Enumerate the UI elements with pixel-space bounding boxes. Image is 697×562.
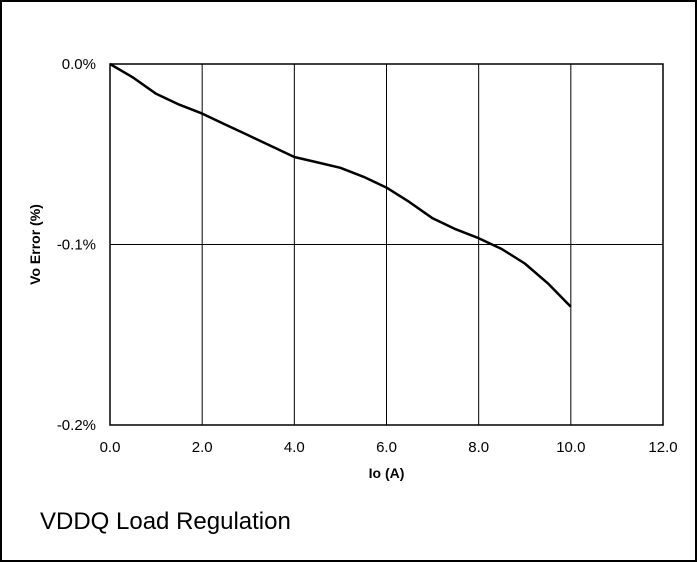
- y-tick-labels: 0.0% -0.1% -0.2%: [57, 56, 96, 434]
- y-axis-label: Vo Error (%): [27, 204, 43, 285]
- y-tick-label: -0.1%: [57, 237, 96, 254]
- y-tick-label: -0.2%: [57, 417, 96, 434]
- y-tick-label: 0.0%: [62, 56, 96, 73]
- x-tick-label: 2.0: [192, 439, 213, 456]
- x-tick-label: 6.0: [376, 439, 397, 456]
- gridlines: [109, 63, 664, 426]
- x-tick-label: 12.0: [648, 439, 677, 456]
- x-tick-label: 8.0: [468, 439, 489, 456]
- x-axis-label: Io (A): [369, 465, 405, 481]
- series-line: [109, 62, 572, 308]
- x-tick-label: 10.0: [556, 439, 585, 456]
- x-tick-label: 4.0: [284, 439, 305, 456]
- x-tick-label: 0.0: [100, 439, 121, 456]
- x-tick-labels: 0.0 2.0 4.0 6.0 8.0 10.0 12.0: [100, 439, 678, 456]
- plot-area: [109, 63, 664, 426]
- chart-caption: VDDQ Load Regulation: [40, 508, 291, 535]
- series-group: [109, 62, 572, 308]
